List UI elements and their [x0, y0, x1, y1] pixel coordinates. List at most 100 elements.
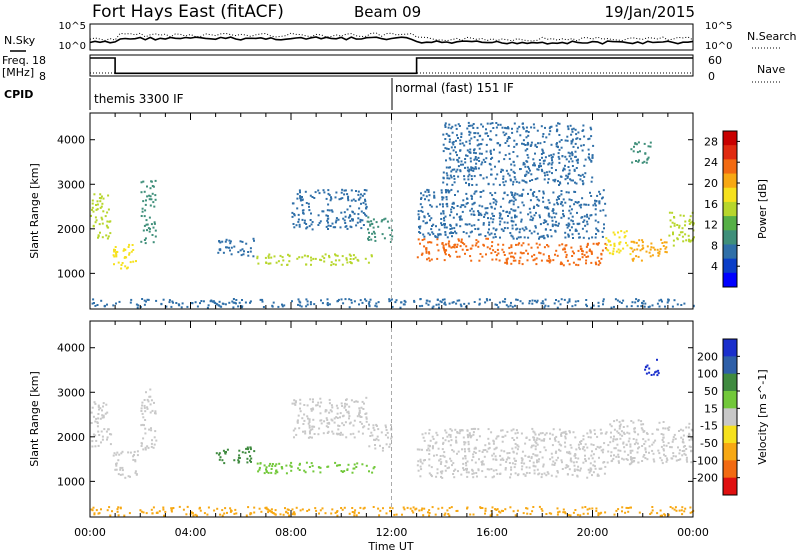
velocity-region-8-cell	[681, 454, 684, 457]
velocity-region-10-cell	[431, 506, 434, 509]
velocity-region-8-cell	[626, 458, 629, 461]
power-region-5-cell	[326, 209, 329, 212]
velocity-region-7-cell	[464, 457, 467, 460]
power-region-13-cell	[467, 121, 470, 124]
power-region-5-cell	[303, 219, 306, 222]
power-region-9-cell	[604, 214, 607, 217]
velocity-region-7-cell	[604, 432, 607, 435]
power-region-13-cell	[447, 126, 450, 129]
power-region-9-cell	[535, 196, 538, 198]
power-region-5-cell	[327, 192, 330, 195]
velocity-region-5-cell	[326, 432, 329, 434]
velocity-region-8-cell	[618, 461, 620, 464]
power-region-13-cell	[570, 133, 573, 136]
power-region-13-cell	[540, 168, 543, 171]
velocity-region-10-cell	[443, 513, 446, 516]
power-region-13-cell	[477, 167, 480, 170]
velocity-region-2-cell	[141, 404, 144, 407]
velocity-region-7-cell	[428, 449, 431, 452]
velocity-region-10-cell	[308, 508, 311, 511]
power-region-9-cell	[428, 233, 431, 236]
velocity-region-8-cell	[623, 433, 626, 435]
velocity-region-7-cell	[558, 428, 561, 431]
power-region-9-cell	[470, 207, 473, 210]
power-region-15-cell	[141, 298, 144, 300]
power-region-9-cell	[514, 198, 517, 201]
power-region-2-cell	[154, 194, 157, 197]
velocity-region-8-cell	[658, 452, 661, 455]
velocity-region-7-cell	[461, 429, 464, 432]
power-region-13-cell	[536, 177, 539, 180]
power-region-13-cell	[495, 122, 498, 124]
power-region-3-cell	[222, 251, 225, 254]
velocity-region-7-cell	[460, 473, 463, 476]
velocity-region-4-cell	[274, 464, 277, 467]
velocity-region-7-cell	[438, 459, 441, 462]
power-colorbar-tick-label: 12	[704, 219, 718, 232]
velocity-region-6-cell	[373, 438, 375, 441]
velocity-region-0-cell	[97, 405, 100, 408]
velocity-region-10-cell	[150, 508, 153, 511]
velocity-region-4-cell	[290, 469, 293, 472]
power-region-7-cell	[448, 240, 451, 243]
velocity-region-10-cell	[526, 512, 529, 515]
power-region-13-cell	[457, 175, 460, 178]
power-region-5-cell	[351, 219, 354, 222]
power-region-4-cell	[324, 253, 327, 256]
power-region-2-cell	[149, 227, 151, 230]
velocity-region-8-cell	[630, 458, 633, 461]
power-region-9-cell	[595, 233, 597, 235]
power-region-5-cell	[311, 196, 314, 198]
velocity-region-8-cell	[674, 437, 677, 440]
velocity-region-10-cell	[446, 509, 449, 512]
power-region-0-cell	[100, 216, 103, 219]
velocity-region-4-cell	[337, 464, 340, 467]
power-region-8-cell	[546, 244, 549, 246]
power-region-13-cell	[572, 179, 574, 182]
power-region-13-cell	[460, 136, 463, 138]
velocity-region-5-cell	[363, 425, 366, 428]
velocity-region-7-cell	[443, 455, 446, 458]
velocity-region-10-cell	[226, 511, 228, 514]
velocity-region-7-cell	[418, 448, 421, 451]
velocity-region-7-cell	[448, 466, 450, 469]
power-region-9-cell	[512, 200, 515, 203]
power-region-13-cell	[442, 181, 445, 184]
velocity-region-5-cell	[333, 421, 336, 424]
velocity-region-7-cell	[452, 473, 455, 475]
power-region-15-cell	[676, 303, 679, 306]
velocity-colorbar-tick-label: -50	[700, 437, 718, 450]
velocity-region-8-cell	[688, 434, 690, 437]
power-region-12-cell	[673, 222, 676, 225]
power-region-8-cell	[533, 253, 536, 256]
power-region-15-cell	[438, 306, 440, 309]
velocity-region-8-cell	[615, 419, 618, 422]
power-region-9-cell	[488, 221, 491, 224]
power-region-8-cell	[601, 249, 604, 252]
velocity-region-7-cell	[564, 430, 567, 433]
velocity-region-6-cell	[389, 443, 392, 446]
velocity-region-7-cell	[429, 439, 432, 442]
power-region-4-cell	[349, 254, 352, 257]
power-region-9-cell	[582, 236, 585, 239]
power-region-5-cell	[359, 218, 362, 221]
power-region-8-cell	[492, 249, 495, 252]
velocity-region-0-cell	[92, 415, 95, 418]
velocity-region-10-cell	[119, 507, 122, 510]
velocity-region-10-cell	[402, 506, 405, 509]
power-region-13-cell	[559, 182, 562, 185]
velocity-region-7-cell	[474, 452, 477, 454]
velocity-region-8-cell	[623, 450, 626, 453]
velocity-region-3-cell	[253, 450, 256, 453]
power-region-15-cell	[620, 302, 623, 304]
power-region-9-cell	[499, 214, 502, 217]
power-region-15-cell	[309, 301, 312, 304]
power-region-7-cell	[482, 243, 485, 246]
power-region-9-cell	[477, 218, 480, 221]
power-region-13-cell	[541, 149, 544, 152]
velocity-colorbar-tick-label: 200	[697, 350, 718, 363]
power-region-9-cell	[502, 229, 505, 232]
power-region-13-cell	[555, 130, 558, 133]
velocity-region-5-cell	[353, 419, 356, 422]
velocity-region-7-cell	[516, 431, 519, 434]
